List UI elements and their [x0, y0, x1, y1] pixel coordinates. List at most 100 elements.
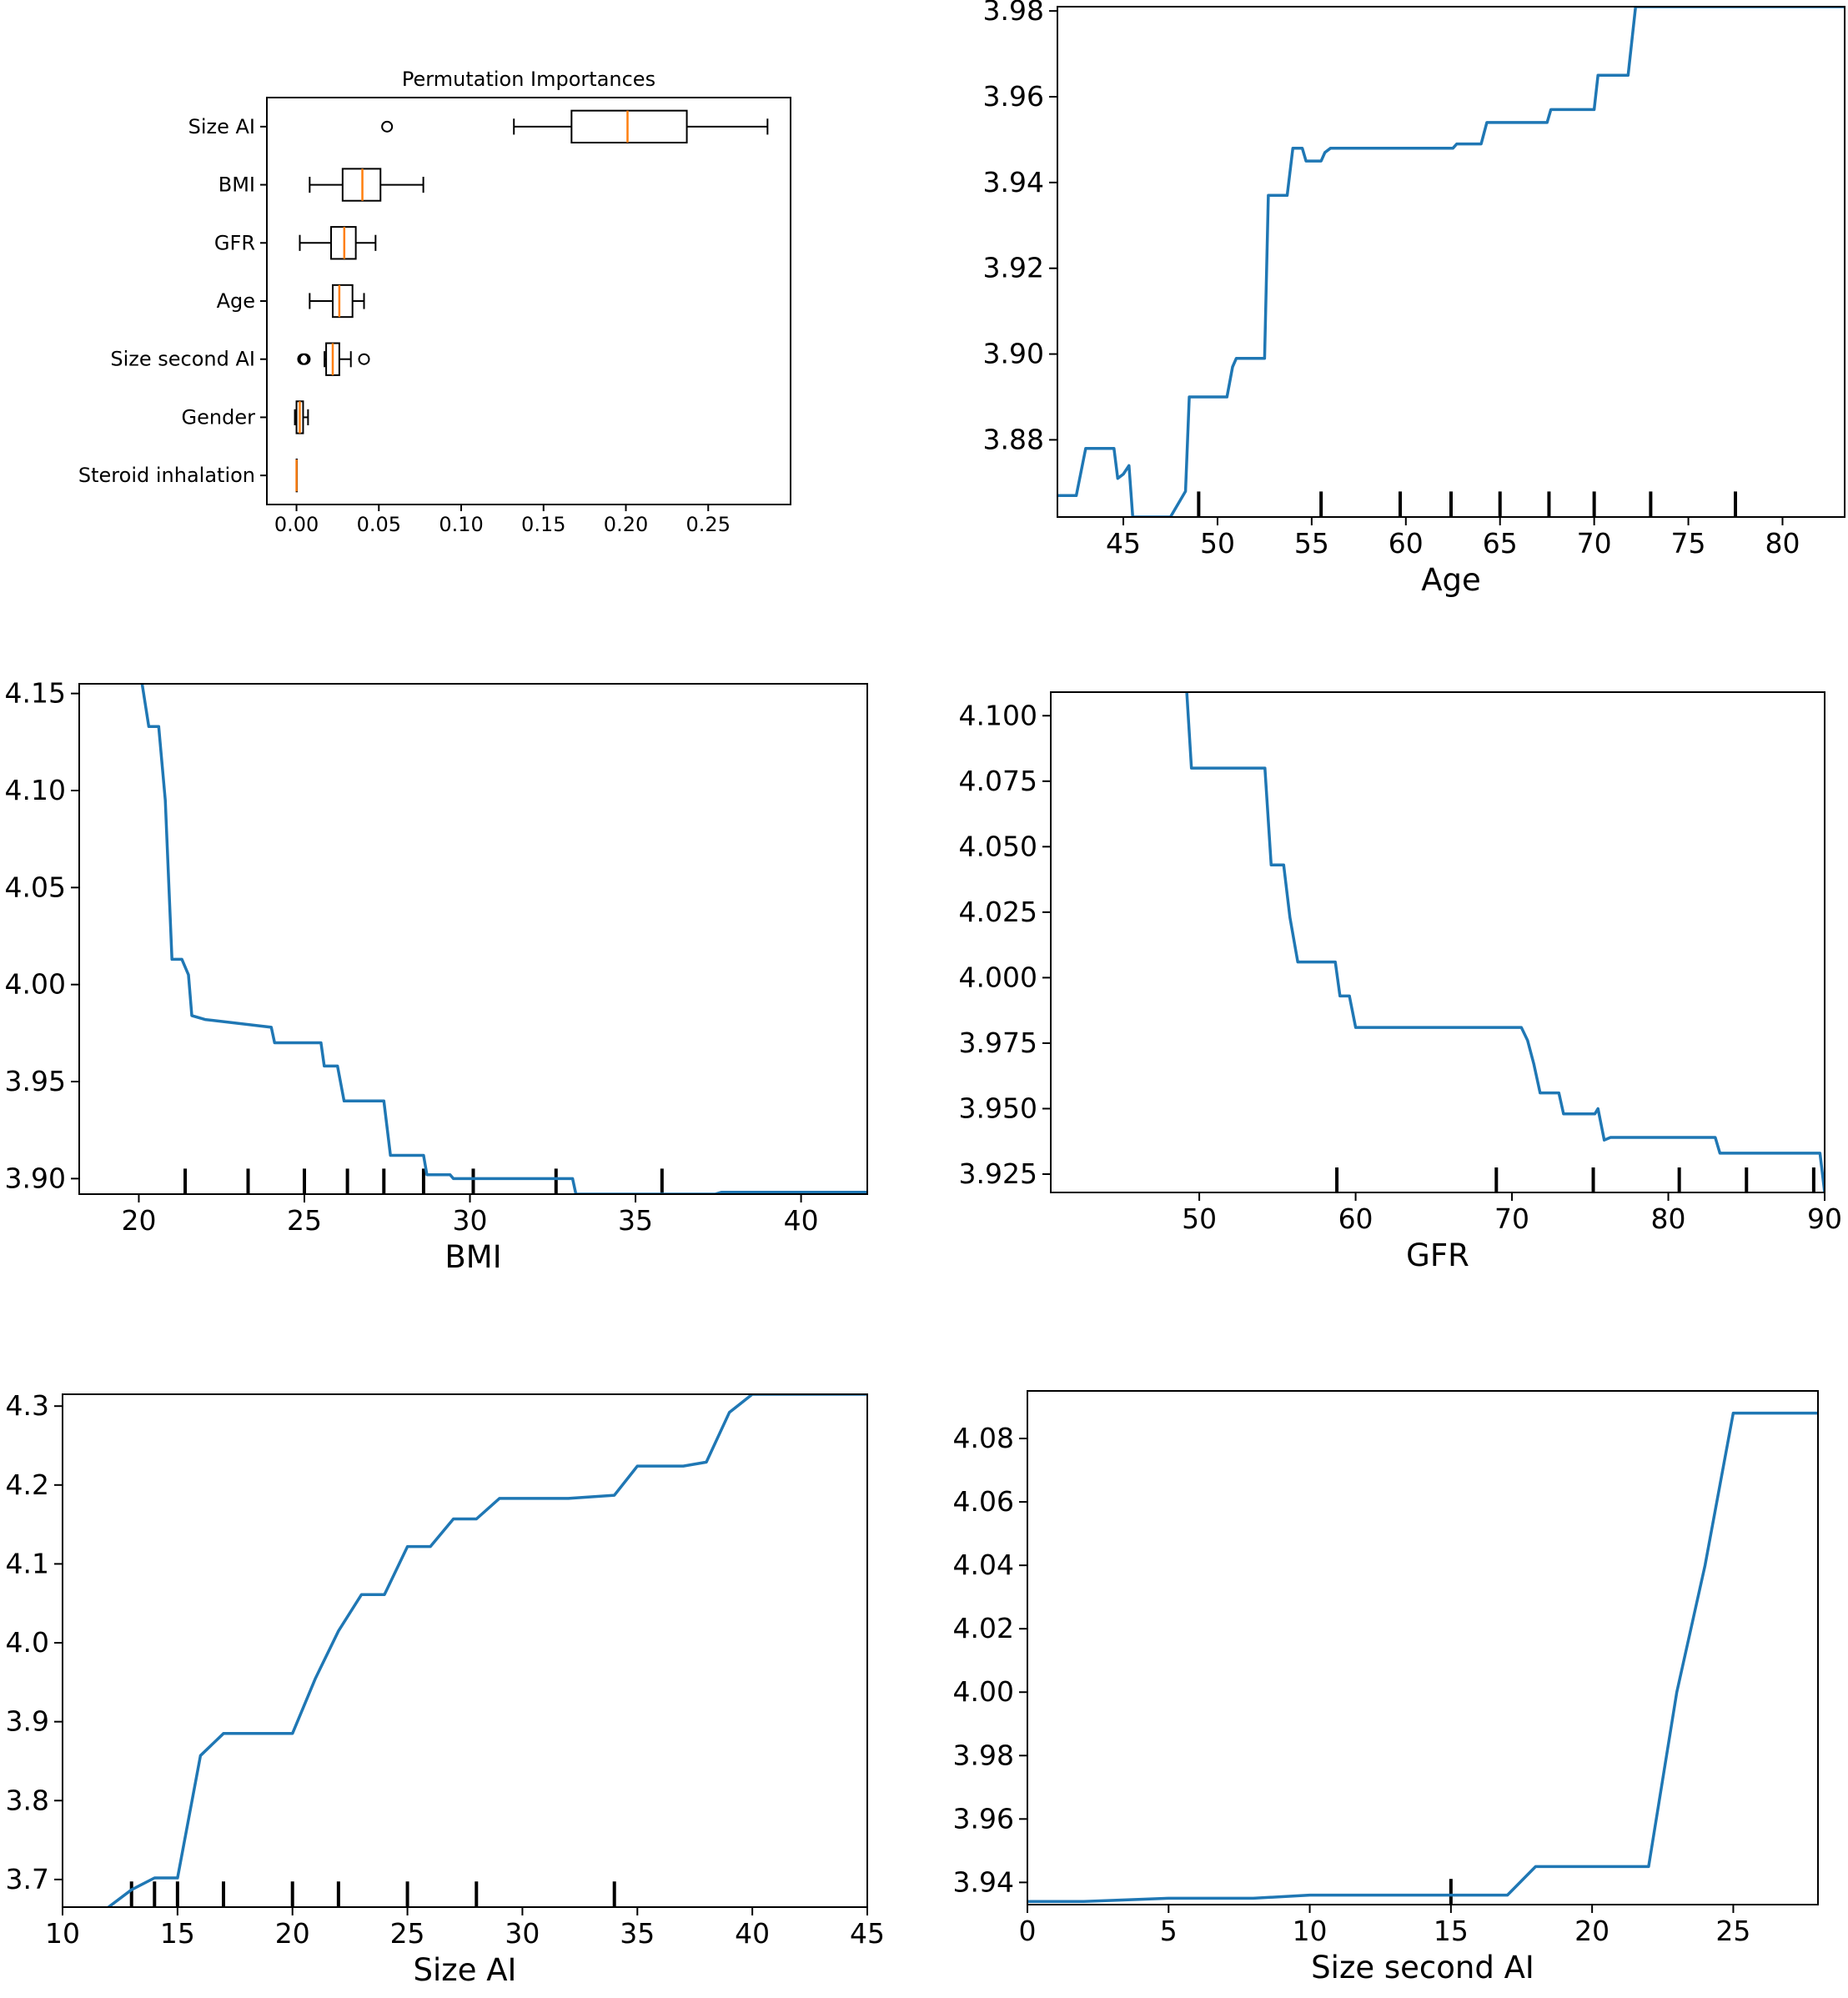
- box-iqr: [331, 284, 354, 319]
- y-tick-label: 3.98: [983, 0, 1044, 27]
- chart-pdp-size-ai: 3.7 3.8 3.9 4.0 4.1 4.2 4.3 10 15 20 25 30 35 40 45 Siz…: [6, 1389, 885, 1988]
- x-tick-label: 20: [1574, 1915, 1609, 1947]
- x-tick-label: 90: [1807, 1202, 1842, 1235]
- x-tick-label: 20: [121, 1204, 156, 1237]
- x-tick-label: 60: [1338, 1202, 1373, 1235]
- y-tick-label: 4.2: [6, 1468, 49, 1501]
- x-tick-label: 25: [287, 1204, 322, 1237]
- box-size-second-ai: Size second AI: [110, 342, 370, 376]
- x-tick-label: 0.25: [686, 513, 731, 536]
- pdp-line: [108, 1394, 867, 1907]
- outlier-point: [381, 120, 394, 133]
- plot-frame: [1027, 1390, 1819, 1905]
- y-tick-label: 3.925: [959, 1157, 1037, 1190]
- plot-frame: [1057, 6, 1845, 518]
- pdp-line: [1057, 7, 1845, 517]
- y-tick-label: 4.06: [953, 1485, 1014, 1518]
- y-tick-label: 3.90: [5, 1162, 66, 1194]
- x-tick-label: 25: [1715, 1915, 1750, 1947]
- y-tick-label: 3.92: [983, 252, 1044, 284]
- y-tick-label: 3.96: [983, 80, 1044, 113]
- plot-frame: [1050, 691, 1825, 1193]
- y-tick-label: Size AI: [188, 115, 255, 138]
- x-tick-label: 0.00: [274, 513, 319, 536]
- y-tick-label: Steroid inhalation: [78, 464, 255, 487]
- chart-pdp-age: 3.88 3.90 3.92 3.94 3.96 3.98 45 50 55 60 65 70 75 80…: [983, 0, 1845, 598]
- box-gfr: GFR: [214, 226, 377, 260]
- x-tick-label: 5: [1160, 1915, 1178, 1947]
- x-tick-label: 60: [1389, 527, 1424, 560]
- x-tick-label: 45: [850, 1917, 885, 1950]
- x-tick-label: 35: [620, 1917, 655, 1950]
- x-tick-label: 50: [1182, 1202, 1217, 1235]
- x-tick-label: 20: [275, 1917, 310, 1950]
- x-tick-label: 80: [1651, 1202, 1686, 1235]
- x-tick-label: 55: [1294, 527, 1329, 560]
- box-iqr: [570, 109, 688, 144]
- y-tick-label: 4.1: [6, 1547, 49, 1579]
- y-tick-label: 3.94: [983, 166, 1044, 198]
- x-tick-label: 70: [1577, 527, 1612, 560]
- y-tick-label: 4.02: [953, 1612, 1014, 1644]
- y-tick-label: 4.10: [5, 774, 66, 806]
- y-tick-label: 4.0: [6, 1626, 49, 1659]
- x-tick-label: 40: [784, 1204, 819, 1237]
- y-tick-label: BMI: [218, 173, 255, 197]
- y-tick-label: Size second AI: [110, 348, 255, 371]
- x-tick-label: 30: [505, 1917, 540, 1950]
- x-tick-label: 80: [1765, 527, 1800, 560]
- y-tick-label: 3.975: [959, 1027, 1037, 1059]
- chart-pdp-bmi: 3.90 3.95 4.00 4.05 4.10 4.15 20 25 30 35 40 BMI: [5, 677, 868, 1275]
- y-tick-label: Gender: [182, 405, 256, 429]
- y-tick-label: 4.00: [953, 1675, 1014, 1708]
- x-tick-label: 0.05: [357, 513, 401, 536]
- y-tick-label: 4.100: [959, 699, 1037, 731]
- y-tick-label: 3.96: [953, 1802, 1014, 1835]
- x-axis-label: Age: [1421, 562, 1481, 598]
- chart-importances: Permutation Importances 0.00 0.05 0.10 0.15 0…: [78, 68, 791, 536]
- x-axis-label: GFR: [1406, 1237, 1469, 1273]
- chart-pdp-size-second-ai: 3.94 3.96 3.98 4.00 4.02 4.04 4.06 4.08 0 5 10 15 20…: [953, 1390, 1819, 1985]
- chart-pdp-gfr: 3.925 3.950 3.975 4.000 4.025 4.050 4.075 4.100…: [959, 691, 1842, 1273]
- y-tick-label: 4.075: [959, 765, 1037, 797]
- y-tick-label: 4.3: [6, 1389, 49, 1422]
- y-tick-label: 3.90: [983, 338, 1044, 370]
- x-tick-label: 0.15: [521, 513, 565, 536]
- y-tick-label: Age: [217, 289, 255, 313]
- x-tick-label: 75: [1671, 527, 1706, 560]
- plot-frame: [78, 683, 868, 1195]
- x-tick-label: 10: [45, 1917, 80, 1950]
- y-tick-label: 3.98: [953, 1739, 1014, 1771]
- box-steroid-inhalation: Steroid inhalation: [78, 458, 299, 493]
- x-tick-label: 45: [1106, 527, 1141, 560]
- x-tick-label: 70: [1494, 1202, 1529, 1235]
- box-age: Age: [217, 284, 365, 319]
- y-tick-label: 3.7: [6, 1863, 49, 1895]
- x-tick-label: 65: [1483, 527, 1518, 560]
- chart-title: Permutation Importances: [402, 68, 655, 91]
- y-tick-label: 3.9: [6, 1705, 49, 1738]
- y-tick-label: 3.95: [5, 1065, 66, 1097]
- outlier-point: [299, 353, 311, 365]
- x-tick-label: 25: [390, 1917, 425, 1950]
- pdp-line: [1185, 692, 1825, 1192]
- x-axis-label: Size AI: [414, 1952, 517, 1988]
- x-tick-label: 40: [735, 1917, 770, 1950]
- x-axis-label: Size second AI: [1311, 1950, 1534, 1985]
- y-tick-label: 4.050: [959, 830, 1037, 862]
- y-tick-label: 4.05: [5, 871, 66, 903]
- y-tick-label: 3.88: [983, 423, 1044, 455]
- x-tick-label: 15: [1434, 1915, 1469, 1947]
- x-tick-label: 35: [618, 1204, 653, 1237]
- y-tick-label: 4.025: [959, 896, 1037, 928]
- pdp-line: [140, 684, 867, 1194]
- x-tick-label: 15: [160, 1917, 195, 1950]
- y-tick-label: 3.8: [6, 1784, 49, 1816]
- x-axis-label: BMI: [444, 1239, 501, 1275]
- y-tick-label: 4.15: [5, 677, 66, 710]
- y-tick-label: 4.000: [959, 961, 1037, 993]
- y-tick-label: 4.08: [953, 1422, 1014, 1454]
- x-tick-label: 0.20: [604, 513, 648, 536]
- y-tick-label: 4.00: [5, 968, 66, 1001]
